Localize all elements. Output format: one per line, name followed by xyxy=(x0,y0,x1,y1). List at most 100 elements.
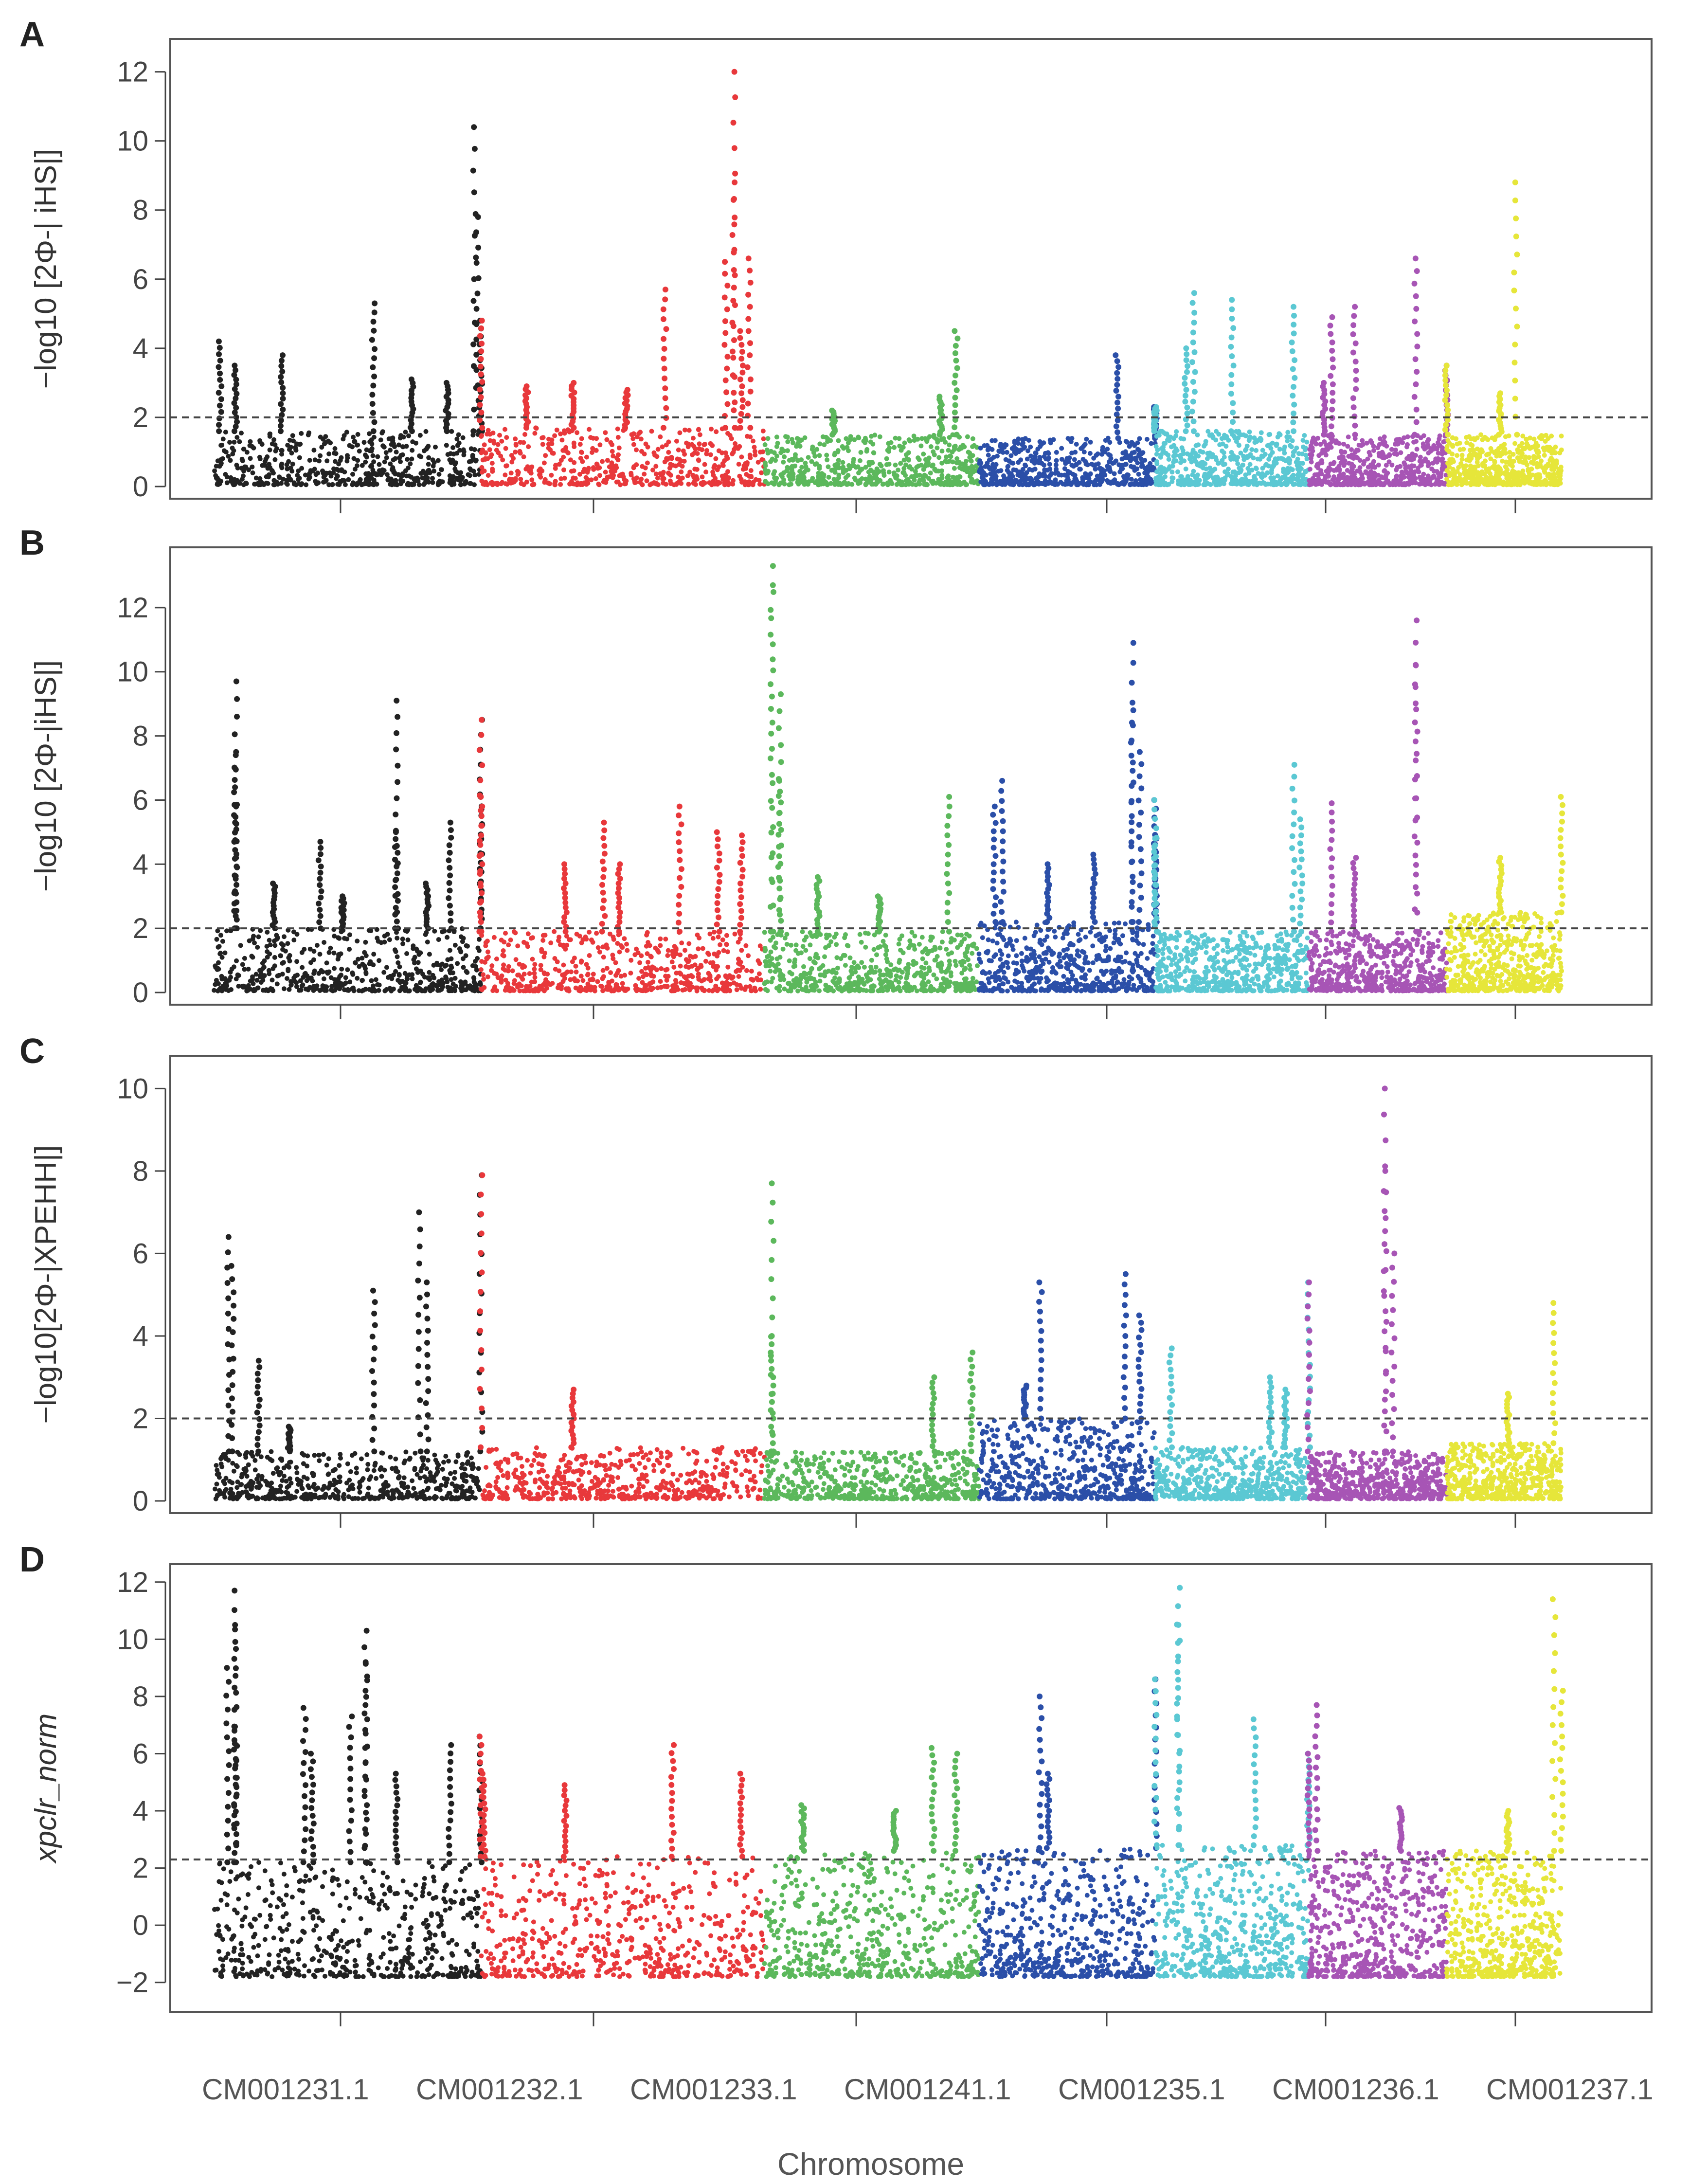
data-point xyxy=(1274,441,1279,447)
data-point xyxy=(863,438,868,443)
data-point xyxy=(402,971,408,976)
data-point xyxy=(1207,471,1213,476)
peak-point xyxy=(1114,370,1120,376)
data-point xyxy=(272,457,278,462)
data-point xyxy=(803,464,809,469)
peak-point xyxy=(395,779,401,785)
data-point xyxy=(273,449,278,453)
peak-point xyxy=(1115,399,1120,406)
data-point xyxy=(575,430,580,435)
data-point xyxy=(1259,453,1264,459)
data-point xyxy=(1364,440,1369,446)
peak-point xyxy=(278,363,285,369)
data-point xyxy=(1041,473,1046,479)
data-point xyxy=(1490,435,1495,441)
data-point xyxy=(631,442,636,447)
data-point xyxy=(377,462,382,467)
data-point xyxy=(513,443,519,448)
data-point xyxy=(998,481,1003,487)
data-point xyxy=(272,442,278,448)
y-tick-label: 2 xyxy=(133,913,148,944)
peak-point xyxy=(317,882,323,888)
data-point xyxy=(341,436,346,442)
data-point xyxy=(779,447,785,451)
data-point xyxy=(1533,455,1539,460)
y-tick-label: 4 xyxy=(133,848,148,880)
data-point xyxy=(364,479,369,485)
peak-point xyxy=(1291,401,1297,408)
data-point xyxy=(447,948,452,953)
data-point xyxy=(704,448,709,453)
data-point xyxy=(1065,436,1071,441)
data-point xyxy=(935,439,940,445)
data-point xyxy=(903,452,909,457)
data-point xyxy=(410,448,415,453)
peak-point xyxy=(232,731,238,738)
data-point xyxy=(355,939,360,944)
data-point xyxy=(1239,468,1244,473)
peak-point xyxy=(744,364,751,370)
data-point xyxy=(1053,477,1058,483)
peak-point xyxy=(731,221,737,228)
data-point xyxy=(557,462,562,467)
data-point xyxy=(799,457,804,462)
data-point xyxy=(759,457,765,462)
data-point xyxy=(1026,438,1031,443)
data-point xyxy=(1346,434,1351,440)
data-point xyxy=(785,439,791,444)
data-point xyxy=(1544,479,1549,485)
peak-point xyxy=(1513,306,1519,312)
peak-point xyxy=(1230,409,1236,415)
data-point xyxy=(1235,461,1241,467)
data-point xyxy=(1349,465,1354,470)
peak-point xyxy=(1414,343,1420,350)
data-point xyxy=(1158,482,1164,487)
data-point xyxy=(546,442,551,447)
data-point xyxy=(282,934,287,939)
data-point xyxy=(1414,447,1420,452)
data-point xyxy=(1551,471,1557,477)
data-point xyxy=(580,459,585,464)
y-tick-label: 4 xyxy=(133,333,148,364)
data-point xyxy=(260,482,266,487)
data-point xyxy=(436,937,441,942)
data-point xyxy=(875,480,880,485)
data-point xyxy=(1074,442,1079,447)
peak-point xyxy=(478,348,485,354)
data-point xyxy=(1228,481,1234,486)
data-point xyxy=(742,482,748,487)
data-point xyxy=(1363,469,1368,474)
data-point xyxy=(266,968,271,973)
data-point xyxy=(534,426,539,431)
data-point xyxy=(1160,429,1165,434)
peak-point xyxy=(1511,288,1517,294)
data-point xyxy=(347,947,352,952)
data-point xyxy=(1059,457,1064,462)
data-point xyxy=(239,431,244,436)
data-point xyxy=(331,950,337,956)
data-point xyxy=(1003,482,1008,487)
data-point xyxy=(1383,480,1388,486)
data-point xyxy=(449,956,454,961)
data-point xyxy=(326,451,332,456)
data-point xyxy=(1284,477,1290,483)
data-point xyxy=(1559,447,1564,452)
peak-point xyxy=(1184,369,1190,375)
data-point xyxy=(737,473,742,479)
data-point xyxy=(1382,468,1387,473)
data-point xyxy=(405,937,411,942)
data-point xyxy=(355,442,360,448)
data-point xyxy=(1284,434,1290,439)
data-point xyxy=(1468,448,1473,453)
data-point xyxy=(631,465,636,470)
data-point xyxy=(999,443,1005,448)
data-point xyxy=(1422,458,1428,464)
peak-point xyxy=(1185,363,1190,369)
y-tick-label: 10 xyxy=(117,126,148,157)
peak-point xyxy=(1184,404,1190,411)
data-point xyxy=(1025,448,1030,453)
data-point xyxy=(518,451,523,456)
data-point xyxy=(231,482,236,487)
data-point xyxy=(760,428,766,433)
